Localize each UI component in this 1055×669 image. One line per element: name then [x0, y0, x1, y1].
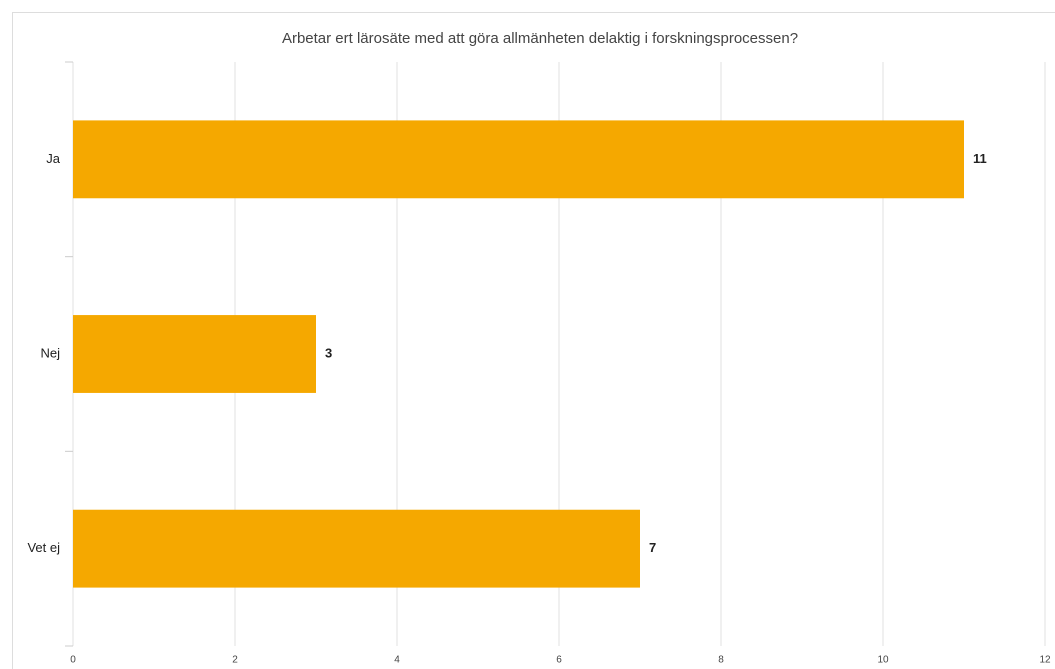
bar	[73, 120, 964, 199]
value-label: 3	[325, 345, 332, 360]
x-tick-label: 0	[70, 655, 76, 666]
x-tick-label: 4	[394, 655, 400, 666]
bar	[73, 509, 640, 588]
x-tick-label: 2	[232, 655, 238, 666]
chart-title: Arbetar ert lärosäte med att göra allmän…	[282, 30, 798, 47]
x-tick-label: 10	[877, 655, 889, 666]
x-tick-label: 8	[718, 655, 724, 666]
y-tick-label: Nej	[40, 345, 60, 360]
x-tick-label: 12	[1039, 655, 1051, 666]
value-label: 7	[649, 540, 656, 555]
value-label: 11	[973, 151, 987, 166]
y-tick-label: Ja	[46, 151, 61, 166]
x-tick-label: 6	[556, 655, 562, 666]
bar	[73, 315, 316, 393]
y-tick-label: Vet ej	[27, 540, 60, 555]
